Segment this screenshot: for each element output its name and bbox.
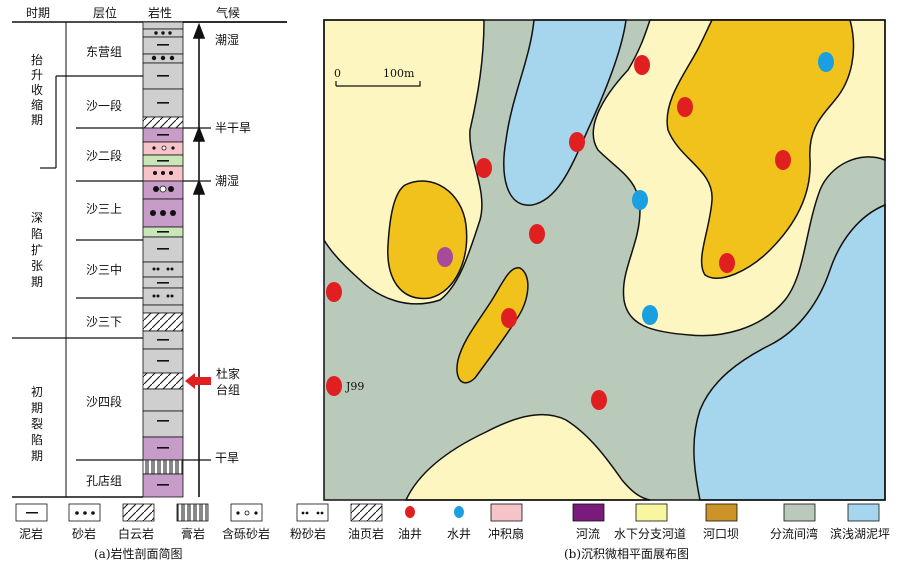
oil-well xyxy=(476,158,492,178)
caption-left: (a)岩性剖面简图 xyxy=(94,546,183,561)
marker-line1: 杜家 xyxy=(216,366,240,381)
stratum-sha3-upper: 沙三上 xyxy=(86,202,122,216)
stratum-sha1: 沙一段 xyxy=(86,98,122,113)
climate-arid: 干旱 xyxy=(215,451,239,465)
svg-text:期: 期 xyxy=(31,449,43,463)
legend-subaqueous-channel: 水下分支河道 xyxy=(614,527,686,541)
scale-distance: 100m xyxy=(383,67,415,80)
stratum-dongying: 东营组 xyxy=(86,45,122,59)
climate-humid-top: 潮湿 xyxy=(215,32,239,47)
well-label-j99: J99 xyxy=(345,380,364,393)
svg-text:期: 期 xyxy=(31,113,43,127)
oil-well xyxy=(326,376,342,396)
oil-wells xyxy=(326,55,791,410)
header-climate: 气候 xyxy=(216,5,240,20)
period-label-uplift: 抬 升 收 缩 期 xyxy=(31,53,43,127)
svg-text:期: 期 xyxy=(31,275,43,289)
legend xyxy=(15,503,880,522)
legend-river: 河流 xyxy=(576,527,600,541)
stratum-sha4: 沙四段 xyxy=(86,394,122,409)
oil-well xyxy=(775,150,791,170)
water-well xyxy=(632,190,648,210)
stratum-sha2: 沙二段 xyxy=(86,148,122,163)
legend-water-well: 水井 xyxy=(447,527,471,541)
legend-pebbly-sandstone: 含砾砂岩 xyxy=(222,526,270,541)
lithology-column xyxy=(142,21,184,498)
legend-oil-well: 油井 xyxy=(398,527,422,541)
legend-shore-mud-flat: 滨浅湖泥坪 xyxy=(830,526,890,541)
scale-zero: 0 xyxy=(334,67,341,80)
scale-bar: 0 100m xyxy=(334,67,421,87)
caption-right: (b)沉积微相平面展布图 xyxy=(564,547,689,561)
svg-text:期: 期 xyxy=(31,401,43,415)
oil-well xyxy=(634,55,650,75)
oil-well xyxy=(719,253,735,273)
header-strata: 层位 xyxy=(93,5,117,20)
water-well xyxy=(818,52,834,72)
oil-well xyxy=(326,282,342,302)
svg-text:抬: 抬 xyxy=(31,53,43,67)
svg-text:深: 深 xyxy=(31,211,43,225)
oil-well xyxy=(569,132,585,152)
legend-alluvial-fan: 冲积扇 xyxy=(488,526,524,541)
climate-semi-arid: 半干旱 xyxy=(215,121,251,135)
climate-arrows xyxy=(183,21,287,497)
legend-oil-shale: 油页岩 xyxy=(348,526,384,541)
stratum-kongdian: 孔店组 xyxy=(86,474,122,488)
legend-siltstone: 粉砂岩 xyxy=(290,526,326,541)
legend-mudstone: 泥岩 xyxy=(19,526,43,541)
climate-humid-mid: 潮湿 xyxy=(215,173,239,188)
lithology-symbols xyxy=(150,31,176,486)
water-wells xyxy=(632,52,834,325)
header-period: 时期 xyxy=(26,6,50,20)
svg-text:陷: 陷 xyxy=(31,226,43,241)
oil-well xyxy=(591,390,607,410)
lithology-section: 时期 层位 岩性 气候 抬 升 收 缩 期 深 陷 扩 张 期 初 期 裂 xyxy=(12,5,287,498)
stratum-sha3-middle: 沙三中 xyxy=(86,262,122,277)
legend-mouth-bar: 河口坝 xyxy=(703,527,739,541)
svg-text:张: 张 xyxy=(31,259,43,273)
legend-gypsum: 膏岩 xyxy=(181,526,205,541)
oil-well xyxy=(529,224,545,244)
svg-text:陷: 陷 xyxy=(31,432,43,447)
marker-line2: 台组 xyxy=(216,382,240,397)
legend-sandstone: 砂岩 xyxy=(72,526,96,541)
stratum-sha3-lower: 沙三下 xyxy=(86,315,122,329)
water-well xyxy=(642,305,658,325)
svg-text:扩: 扩 xyxy=(31,243,43,257)
facies-map: 0 100m J99 xyxy=(323,19,886,501)
legend-dolomite: 白云岩 xyxy=(118,526,154,541)
svg-text:裂: 裂 xyxy=(31,417,43,431)
period-label-rifting: 初 期 裂 陷 期 xyxy=(31,385,43,463)
period-label-subsidence: 深 陷 扩 张 期 xyxy=(31,211,43,289)
legend-interdistributary-bay: 分流间湾 xyxy=(770,526,818,541)
oil-well xyxy=(501,308,517,328)
svg-text:收: 收 xyxy=(31,83,43,97)
header-lithology: 岩性 xyxy=(148,5,172,20)
red-arrow-icon xyxy=(185,373,211,389)
svg-text:缩: 缩 xyxy=(31,97,43,112)
svg-text:初: 初 xyxy=(31,385,43,399)
svg-text:升: 升 xyxy=(31,68,43,82)
oil-well-purple xyxy=(437,247,453,267)
oil-well xyxy=(677,97,693,117)
